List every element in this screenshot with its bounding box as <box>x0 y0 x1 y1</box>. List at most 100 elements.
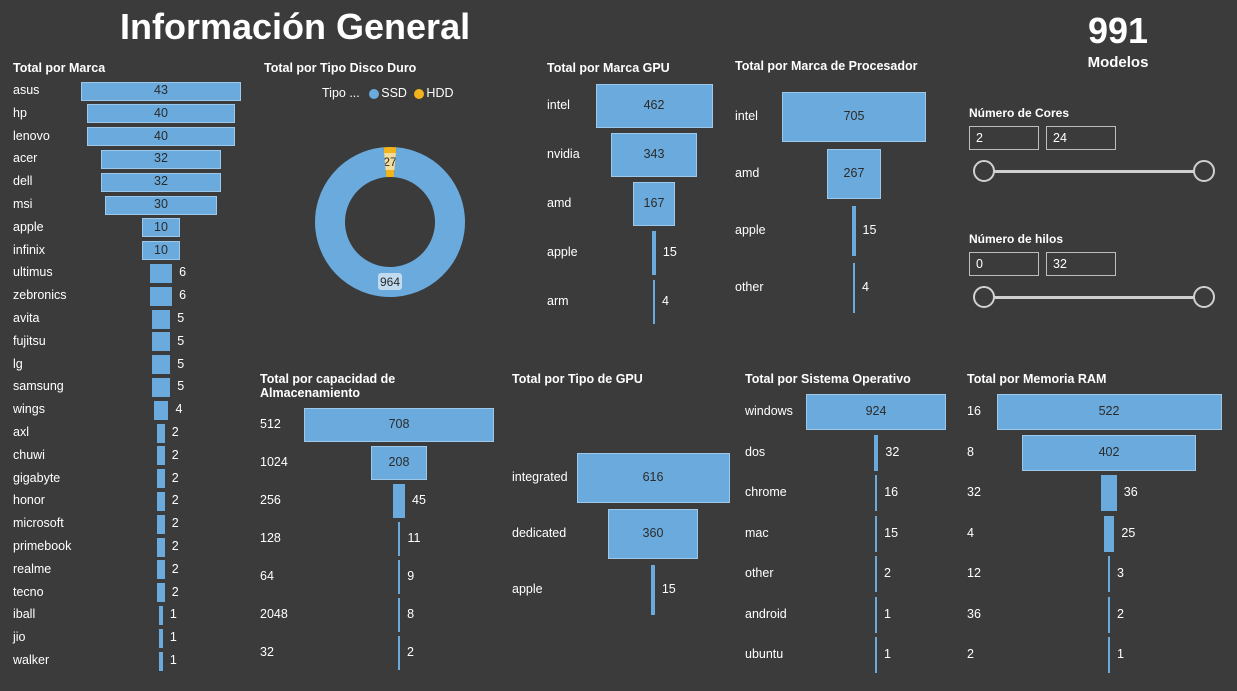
chart-ram-bar[interactable] <box>1103 515 1115 552</box>
chart-ram-bar[interactable] <box>1022 434 1196 471</box>
slicer-cores-track[interactable] <box>984 170 1204 173</box>
chart-proc-label: intel <box>735 109 758 123</box>
chart-marca-label: lenovo <box>13 128 50 143</box>
chart-so-value: 924 <box>865 404 887 418</box>
chart-almac-bar[interactable] <box>392 484 406 518</box>
chart-proc-bar[interactable] <box>852 206 856 256</box>
chart-so-bar[interactable] <box>874 475 878 511</box>
chart-marca-bar[interactable] <box>151 332 171 352</box>
slicer-hilos-min-input[interactable]: 0 <box>969 252 1039 276</box>
chart-almac-bar[interactable] <box>304 408 494 442</box>
chart-ram-label: 36 <box>967 606 981 621</box>
legend-hdd-label: HDD <box>426 86 454 100</box>
chart-almac-label: 64 <box>260 569 274 583</box>
chart-gpu_marca-bar[interactable] <box>652 231 656 275</box>
chart-marca-value: 32 <box>154 151 168 166</box>
chart-almac-bar[interactable] <box>371 446 427 480</box>
chart-marca-bar[interactable] <box>159 605 163 625</box>
chart-marca-value: 30 <box>154 197 168 211</box>
chart-marca-label: fujitsu <box>13 333 46 348</box>
chart-proc-bar[interactable] <box>853 263 855 313</box>
chart-marca-bar[interactable] <box>157 514 165 534</box>
chart-gpu_marca-bar[interactable] <box>653 280 655 324</box>
chart-ram-bar[interactable] <box>1108 637 1110 673</box>
chart-marca-bar[interactable] <box>157 537 165 557</box>
chart-proc-bar[interactable] <box>782 92 926 142</box>
chart-ram-bar[interactable] <box>1108 556 1110 592</box>
chart-gpu_tipo-bar[interactable] <box>576 453 730 503</box>
chart-so-label: mac <box>745 525 769 540</box>
chart-marca-bar[interactable] <box>149 286 173 306</box>
chart-marca-bar[interactable] <box>142 218 180 238</box>
chart-ram-bar[interactable] <box>1108 596 1110 633</box>
chart-marca-bar[interactable] <box>81 81 241 101</box>
slicer-hilos-max-handle[interactable] <box>1193 286 1215 308</box>
slicer-cores-max-handle[interactable] <box>1193 160 1215 182</box>
chart-almac-bar[interactable] <box>398 636 400 670</box>
slicer-cores-min-handle[interactable] <box>973 160 995 182</box>
chart-marca-bar[interactable] <box>142 241 180 261</box>
chart-marca-bar[interactable] <box>157 491 165 511</box>
chart-so-bar[interactable] <box>875 556 877 592</box>
slicer-cores-max-input[interactable]: 24 <box>1046 126 1116 150</box>
chart-marca-bar[interactable] <box>149 263 173 283</box>
chart-gpu_tipo-bar[interactable] <box>651 565 655 615</box>
chart-so-bar[interactable] <box>875 596 877 633</box>
chart-almac-bar[interactable] <box>397 522 401 556</box>
chart-proc-value: 15 <box>862 223 877 237</box>
chart-marca-bar[interactable] <box>101 172 221 192</box>
chart-disco-legend: Tipo ... SSD HDD <box>322 86 454 100</box>
chart-so-bar[interactable] <box>874 515 878 552</box>
chart-so-bar[interactable] <box>806 394 946 430</box>
chart-marca-bar[interactable] <box>157 423 165 443</box>
chart-marca-value: 2 <box>171 561 179 576</box>
chart-marca-value: 6 <box>179 265 187 280</box>
chart-marca-bar[interactable] <box>151 309 171 329</box>
chart-marca-bar[interactable] <box>101 149 221 169</box>
chart-marca-bar[interactable] <box>157 583 165 603</box>
chart-marca-bar[interactable] <box>159 628 163 648</box>
chart-marca-bar[interactable] <box>157 560 165 580</box>
chart-gpu_tipo-bar[interactable] <box>608 509 698 559</box>
slicer-cores-min-input[interactable]: 2 <box>969 126 1039 150</box>
chart-almac-value: 708 <box>388 417 410 431</box>
chart-proc-value: 4 <box>862 280 869 294</box>
chart-marca-bar[interactable] <box>151 377 171 397</box>
chart-almac-label: 1024 <box>260 455 288 469</box>
slicer-hilos-min-handle[interactable] <box>973 286 995 308</box>
chart-marca-value: 5 <box>177 379 185 394</box>
chart-ram-bar[interactable] <box>1101 475 1117 511</box>
chart-almac-value: 8 <box>407 607 415 621</box>
chart-marca-bar[interactable] <box>86 104 236 124</box>
slicer-hilos-track[interactable] <box>984 296 1204 299</box>
chart-marca-value: 40 <box>154 105 168 120</box>
chart-gpu_tipo-label: integrated <box>512 470 568 484</box>
chart-proc-bar[interactable] <box>826 149 882 199</box>
chart-gpu_marca-bar[interactable] <box>632 182 676 226</box>
chart-marca-bar[interactable] <box>105 195 217 215</box>
chart-marca-bar[interactable] <box>159 651 163 671</box>
chart-marca-value: 1 <box>169 653 177 667</box>
chart-marca-bar[interactable] <box>153 400 169 420</box>
chart-marca-label: jio <box>13 630 26 645</box>
chart-gpu_marca-bar[interactable] <box>595 84 713 128</box>
chart-marca-bar[interactable] <box>86 127 236 147</box>
chart-marca-value: 10 <box>154 242 168 257</box>
chart-almac-bar[interactable] <box>397 598 401 632</box>
slicer-hilos-max-input[interactable]: 32 <box>1046 252 1116 276</box>
chart-marca-bar[interactable] <box>157 469 165 489</box>
chart-marca-value: 2 <box>171 447 179 462</box>
chart-so-bar[interactable] <box>873 434 879 471</box>
chart-almac-label: 256 <box>260 493 281 507</box>
chart-ram-bar[interactable] <box>996 394 1222 430</box>
chart-ram-value: 402 <box>1098 444 1120 459</box>
chart-so-label: ubuntu <box>745 647 784 661</box>
chart-marca-value: 4 <box>175 402 183 417</box>
chart-almac-bar[interactable] <box>397 560 401 594</box>
chart-so-bar[interactable] <box>875 637 877 673</box>
chart-almac-value: 11 <box>407 531 421 545</box>
chart-gpu_marca-bar[interactable] <box>610 133 698 177</box>
chart-marca-bar[interactable] <box>157 446 165 466</box>
chart-marca-bar[interactable] <box>151 355 171 375</box>
chart-marca-label: ultimus <box>13 265 53 280</box>
